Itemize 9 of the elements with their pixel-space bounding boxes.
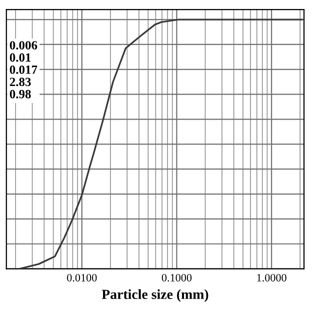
annotation: 0.01	[10, 53, 31, 62]
annotation: 0.017	[10, 65, 38, 74]
x-tick-label: 0.0100	[67, 274, 97, 282]
x-tick-label: 0.1000	[162, 274, 192, 282]
x-axis-title: Particle size (mm)	[102, 289, 208, 302]
annotation: 0.98	[10, 90, 31, 98]
annotation: 2.83	[10, 78, 31, 86]
annotation: 0.006	[10, 41, 38, 50]
x-tick-label: 1.0000	[257, 274, 286, 282]
